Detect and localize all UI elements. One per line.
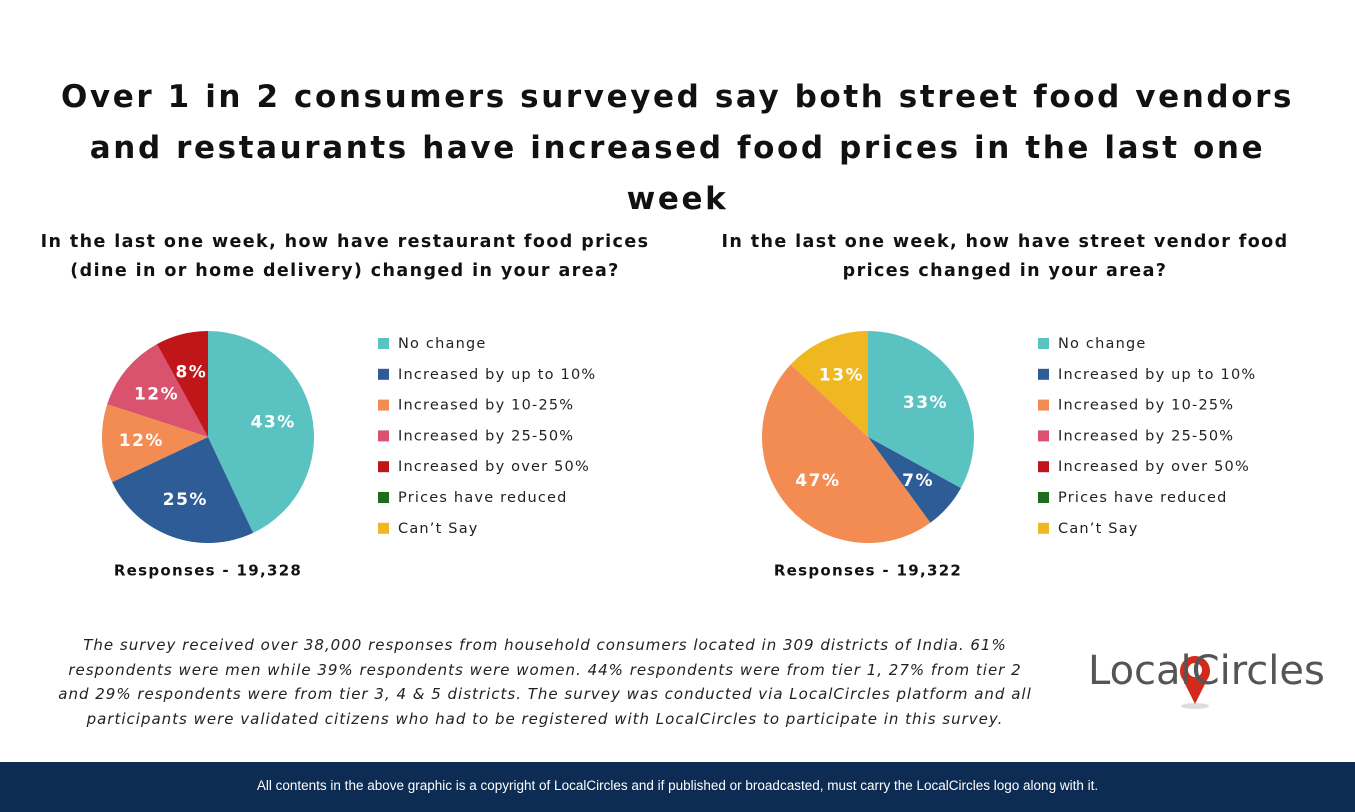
legend-swatch [1038,399,1049,411]
logo-pin [1180,656,1210,709]
data-label: 7% [902,471,934,491]
responses-note: Responses - 19,328 [114,562,302,580]
legend-label: Increased by up to 10% [1058,367,1256,383]
footnote: The survey received over 38,000 response… [58,636,1032,728]
legend-label: Prices have reduced [398,490,568,506]
responses-note: Responses - 19,322 [774,562,962,580]
pie-slice [156,331,208,437]
chart: In the last one week, how have restauran… [0,220,660,600]
pie-slice [868,331,974,489]
legend-swatch [1038,492,1049,503]
main-title: Over 1 in 2 consumers surveyed say both … [60,79,1295,217]
data-label: 47% [795,471,840,491]
data-label: 25% [163,490,208,510]
legend-label: No change [1058,336,1147,352]
pie-slice [790,331,868,437]
pie-slice [112,437,254,543]
data-label: 43% [251,412,296,432]
legend-label: Increased by over 50% [398,459,590,475]
legend-swatch [378,368,389,380]
data-label: 12% [134,384,179,404]
legend-label: Increased by up to 10% [398,367,596,383]
legend-label: Increased by 10-25% [398,398,574,414]
data-label: 33% [903,393,948,413]
footer: All contents in the above graphic is a c… [0,762,1355,812]
data-label: 12% [119,431,164,451]
logo: LocalCircles [1088,648,1325,694]
legend-label: Increased by 25-50% [398,428,574,444]
pie-slice [107,344,208,437]
chart-title: In the last one week, how have street ve… [721,232,1289,281]
legend-swatch [378,492,389,503]
pie-slice [102,404,208,483]
legend-label: Increased by 25-50% [1058,428,1234,444]
chart-title: In the last one week, how have restauran… [40,232,650,281]
pie-slice [208,331,314,533]
legend-swatch [378,338,389,349]
data-label: 8% [175,362,207,382]
legend-label: Prices have reduced [1058,490,1228,506]
legend-label: Can’t Say [398,521,479,537]
legend-swatch [1038,461,1049,473]
legend-label: Increased by over 50% [1058,459,1250,475]
legend-swatch [1038,522,1049,534]
legend-swatch [378,399,389,411]
legend-label: No change [398,336,487,352]
pie-slice [762,364,931,543]
legend-label: Increased by 10-25% [1058,398,1234,414]
legend-swatch [378,430,389,442]
legend-swatch [1038,430,1049,442]
chart: In the last one week, how have street ve… [660,220,1355,600]
legend-swatch [1038,368,1049,380]
pie-slice [868,437,961,523]
legend-swatch [1038,338,1049,349]
data-label: 13% [819,366,864,386]
pie-chart: 33% 7% 47% 13% No change Increased by up to 1… [762,331,1256,580]
legend-swatch [378,461,389,473]
legend-swatch [378,522,389,534]
legend-label: Can’t Say [1058,521,1139,537]
